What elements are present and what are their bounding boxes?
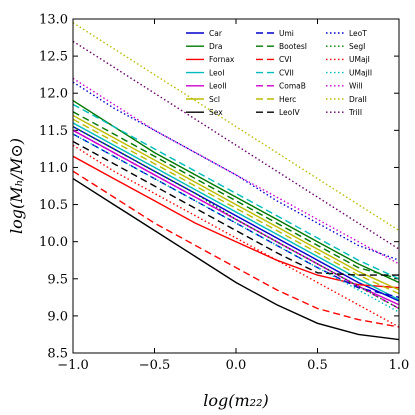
y-tick-label: 11.0 [39,161,68,176]
legend-label: SegI [349,42,365,51]
legend-label: Sex [209,108,223,117]
series-line-leoi [73,122,399,301]
legend-entry-herc: Herc [256,95,296,104]
legend-entry-comab: ComaB [256,82,306,91]
series-line-draii [73,22,399,232]
legend-entry-scl: Scl [186,95,220,104]
x-tick-label: 1.0 [389,358,410,373]
plot-frame [72,18,400,354]
axis-ticks: −1.0 −0.5 0.0 0.5 1.0 8.5 9.0 9.5 10.0 10.5 11.0 11… [39,13,409,374]
legend: Car Dra Fornax LeoI LeoII Scl Sex Umi BootesI CVI… [186,29,372,117]
legend-entry-leoii: LeoII [186,82,227,91]
y-tick-label: 12.5 [39,50,68,65]
legend-label: CVII [279,68,294,77]
legend-entry-leot: LeoT [326,29,367,38]
plot-area [73,22,399,341]
series-line-wili [73,77,399,265]
legend-label: WilI [349,82,363,91]
y-tick-label: 8.5 [47,347,68,362]
series-line-comab [73,129,399,310]
legend-entry-fornax: Fornax [186,55,235,64]
series-line-sex [73,178,399,341]
legend-label: DraII [349,95,367,104]
series-line-leot [73,81,399,261]
legend-label: LeoI [209,68,224,77]
series-line-umi [73,133,399,298]
legend-entry-umi: Umi [256,29,294,38]
legend-entry-cvi: CVI [256,55,292,64]
legend-entry-dra: Dra [186,42,222,51]
x-axis-label: log(m₂₂) [203,391,268,410]
series-line-umaji [73,144,399,328]
legend-label: TriII [348,108,362,117]
series-line-dra [73,100,399,284]
legend-label: ComaB [279,82,306,91]
series-line-bootesi [73,111,399,280]
legend-entry-leoiv: LeoIV [256,108,300,117]
legend-label: UMajI [349,55,370,64]
y-tick-label: 12.0 [39,87,68,102]
legend-label: Scl [209,95,220,104]
legend-label: LeoIV [279,108,300,117]
y-tick-label: 9.5 [47,272,68,287]
legend-label: BootesI [279,42,307,51]
legend-entry-umaji: UMajI [326,55,370,64]
y-tick-label: 11.5 [39,124,68,139]
x-tick-label: −1.0 [57,358,89,373]
legend-entry-car: Car [186,29,223,38]
legend-entry-triii: TriII [326,108,362,117]
series-line-triii [73,40,399,250]
legend-entry-bootesi: BootesI [256,42,307,51]
y-tick-label: 9.0 [47,309,68,324]
legend-entry-draii: DraII [326,95,367,104]
legend-label: LeoT [349,29,367,38]
series-line-car [73,125,399,302]
legend-label: Car [209,29,223,38]
legend-label: Dra [209,42,222,51]
legend-label: Fornax [209,55,235,64]
legend-entry-wili: WilI [326,82,363,91]
y-tick-label: 10.5 [39,198,68,213]
x-tick-label: −0.5 [139,358,171,373]
series-line-cvii [73,103,399,280]
legend-entry-cvii: CVII [256,68,294,77]
y-axis-label: log(Mₕ/M⊙) [7,138,26,234]
legend-label: CVI [279,55,292,64]
legend-label: UMajII [349,68,372,77]
legend-label: Umi [279,29,294,38]
y-tick-label: 10.0 [39,235,68,250]
legend-entry-leoi: LeoI [186,68,224,77]
series-line-scl [73,114,399,291]
x-tick-label: 0.5 [307,358,328,373]
series-line-leoiv [73,140,399,276]
legend-label: Herc [279,95,296,104]
series-line-cvi [73,170,399,328]
legend-entry-sex: Sex [186,108,223,117]
legend-entry-segi: SegI [326,42,365,51]
y-tick-label: 13.0 [39,13,68,28]
legend-label: LeoII [209,82,227,91]
series-line-herc [73,118,399,295]
x-tick-label: 0.0 [226,358,247,373]
legend-entry-umajii: UMajII [326,68,372,77]
